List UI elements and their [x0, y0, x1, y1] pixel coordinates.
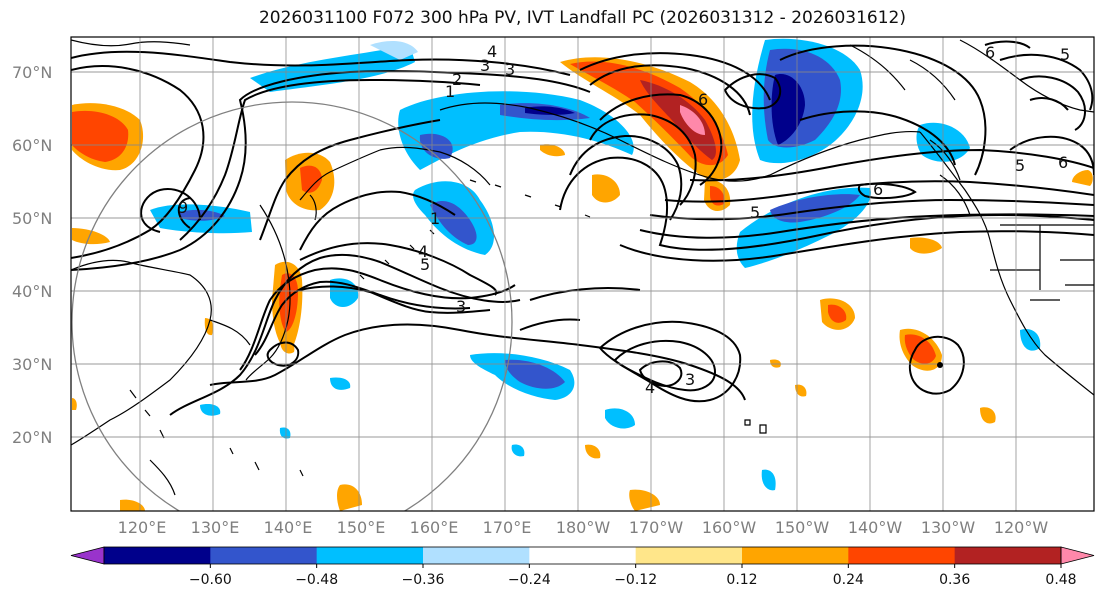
colorbar-segment — [848, 547, 956, 564]
graticule — [71, 37, 1094, 511]
contour-label: 3 — [685, 370, 695, 389]
contour-label: 1 — [430, 209, 440, 228]
colorbar-extend-low — [70, 546, 105, 565]
contour-label: 5 — [1015, 156, 1025, 175]
contour-label: 6 — [985, 43, 995, 62]
coastlines — [71, 39, 1094, 496]
colorbar-segment — [423, 547, 530, 564]
lon-label: 120°E — [118, 518, 167, 537]
lon-label: 160°W — [702, 518, 757, 537]
colorbar-extend-high — [1060, 546, 1095, 565]
colorbar-segment — [210, 547, 318, 564]
contour-label: 1 — [445, 82, 455, 101]
colorbar-tick-label: 0.48 — [1045, 572, 1076, 588]
colorbar-tick-label: −0.24 — [508, 572, 551, 588]
lon-label: 130°W — [921, 518, 976, 537]
contour-label: 3 — [456, 297, 466, 316]
colorbar-segment — [104, 547, 211, 564]
contour-label: 4 — [418, 242, 428, 261]
colorbar-tick-label: 0.36 — [939, 572, 970, 588]
lat-label: 30°N — [12, 355, 52, 374]
colorbar-tick-label: −0.12 — [614, 572, 657, 588]
lon-label: 140°W — [848, 518, 903, 537]
colorbar-tick-label: −0.36 — [402, 572, 445, 588]
landfall-radius-circle — [71, 101, 513, 511]
colorbar: −0.60 −0.48 −0.36 −0.24 −0.12 0.12 0.24 0.36 0.4… — [70, 546, 1095, 588]
contour-label: 6 — [698, 90, 708, 109]
lon-label: 170°E — [483, 518, 532, 537]
contour-label: 6 — [873, 180, 883, 199]
longitude-labels: 120°E 130°E 140°E 150°E 160°E 170°E 180°… — [118, 518, 1049, 537]
colorbar-segment — [742, 547, 849, 564]
lon-label: 160°E — [410, 518, 459, 537]
colorbar-tick-label: −0.48 — [295, 572, 338, 588]
lat-label: 70°N — [12, 63, 52, 82]
contour-labels: 4 3 2 1 5 6 6 6 5 6 5 9 1 4 5 3 3 4 3 — [178, 42, 1070, 397]
contour-label: 5 — [420, 255, 430, 274]
colorbar-tick-label: −0.60 — [189, 572, 232, 588]
colorbar-segment — [635, 547, 743, 564]
contour-label: 5 — [1060, 45, 1070, 64]
contour-label: 6 — [1058, 153, 1068, 172]
contour-label: 2 — [452, 70, 462, 89]
map-title: 2026031100 F072 300 hPa PV, IVT Landfall… — [258, 8, 906, 28]
map-panel: 4 3 2 1 5 6 6 6 5 6 5 9 1 4 5 3 3 4 3 — [71, 37, 1094, 511]
lat-label: 40°N — [12, 282, 52, 301]
lon-label: 140°E — [264, 518, 313, 537]
contour-label: 4 — [645, 378, 655, 397]
lon-label: 180°W — [556, 518, 611, 537]
map-frame — [70, 36, 1095, 512]
low-center-marker — [937, 362, 943, 368]
colorbar-outline — [103, 546, 1062, 565]
contour-label: 9 — [178, 198, 188, 217]
colorbar-tick-label: 0.24 — [833, 572, 864, 588]
colorbar-segment — [529, 547, 637, 564]
contour-label: 4 — [487, 42, 497, 61]
contour-label: 3 — [505, 60, 515, 79]
lon-label: 150°W — [775, 518, 830, 537]
colorbar-tick-label: 0.12 — [726, 572, 757, 588]
lat-label: 60°N — [12, 136, 52, 155]
lon-label: 150°E — [337, 518, 386, 537]
lat-label: 20°N — [12, 428, 52, 447]
contour-label: 5 — [750, 203, 760, 222]
lon-label: 130°E — [191, 518, 240, 537]
lat-label: 50°N — [12, 209, 52, 228]
colorbar-segment — [954, 547, 1062, 564]
lon-label: 170°W — [629, 518, 684, 537]
colorbar-segment — [316, 547, 424, 564]
latitude-labels: 70°N 60°N 50°N 40°N 30°N 20°N — [12, 63, 52, 447]
lon-label: 120°W — [994, 518, 1049, 537]
contour-label: 3 — [480, 56, 490, 75]
